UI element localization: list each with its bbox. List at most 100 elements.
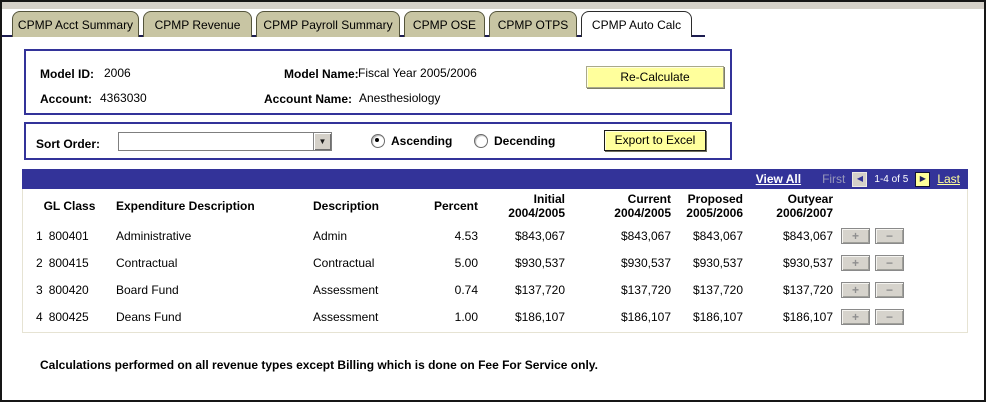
table-row: 4 800425 Deans Fund Assessment 1.00 $186,… <box>23 303 969 330</box>
col-header-outyear: Outyear 2006/2007 <box>776 191 833 220</box>
col-header-gl-class: GL Class <box>43 198 96 213</box>
tab-strip-underline-stub <box>692 35 705 37</box>
percent-cell: 4.53 <box>454 228 478 243</box>
calculation-note: Calculations performed on all revenue ty… <box>40 358 598 372</box>
proposed-cell: $930,537 <box>692 255 743 270</box>
remove-row-button[interactable]: − <box>875 281 904 298</box>
current-cell: $137,720 <box>620 282 671 297</box>
expenditure-description-cell: Deans Fund <box>116 309 182 324</box>
col-header-initial: Initial 2004/2005 <box>508 191 565 220</box>
outyear-cell: $137,720 <box>782 282 833 297</box>
last-link[interactable]: Last <box>937 172 960 186</box>
next-page-icon[interactable]: ▶ <box>915 171 931 187</box>
current-cell: $843,067 <box>620 228 671 243</box>
tab-cpmp-ose[interactable]: CPMP OSE <box>404 11 485 37</box>
first-link: First <box>822 172 846 186</box>
tab-cpmp-acct-summary[interactable]: CPMP Acct Summary <box>12 11 139 37</box>
row-range-indicator: 1-4 of 5 <box>874 173 909 185</box>
add-row-button[interactable]: + <box>841 308 870 325</box>
sort-order-select-value <box>119 133 313 150</box>
percent-cell: 1.00 <box>454 309 478 324</box>
row-actions-cell: + − <box>833 249 943 276</box>
row-actions-cell: + − <box>833 222 943 249</box>
gl-class-cell: 2 800415 <box>36 255 89 270</box>
model-id-value: 2006 <box>104 66 131 80</box>
grid-body-rows: 1 800401 Administrative Admin 4.53 $843,0… <box>23 222 969 330</box>
proposed-cell: $843,067 <box>692 228 743 243</box>
window-top-strip <box>2 2 984 9</box>
add-row-button[interactable]: + <box>841 227 870 244</box>
table-row: 1 800401 Administrative Admin 4.53 $843,0… <box>23 222 969 249</box>
account-label: Account: <box>40 92 92 106</box>
row-spacer-cell <box>943 303 969 330</box>
ascending-radio-group[interactable]: Ascending <box>371 134 452 148</box>
tab-cpmp-auto-calc[interactable]: CPMP Auto Calc <box>581 11 692 37</box>
chevron-down-icon[interactable]: ▼ <box>313 133 331 150</box>
expenditure-description-cell: Contractual <box>116 255 178 270</box>
initial-cell: $137,720 <box>514 282 565 297</box>
percent-cell: 5.00 <box>454 255 478 270</box>
outyear-cell: $930,537 <box>782 255 833 270</box>
gl-class-cell: 1 800401 <box>36 228 89 243</box>
description-cell: Assessment <box>313 309 379 324</box>
account-name-value: Anesthesiology <box>359 91 441 105</box>
descending-radio-label: Decending <box>494 134 556 148</box>
col-header-spacer <box>943 189 969 222</box>
export-to-excel-button[interactable]: Export to Excel <box>604 130 706 151</box>
gl-class-cell: 4 800425 <box>36 309 89 324</box>
model-name-value: Fiscal Year 2005/2006 <box>358 66 477 80</box>
account-name-label: Account Name: <box>264 92 353 106</box>
remove-row-button[interactable]: − <box>875 227 904 244</box>
sort-order-select[interactable]: ▼ <box>118 132 332 151</box>
add-row-button[interactable]: + <box>841 254 870 271</box>
col-header-percent: Percent <box>433 198 478 213</box>
percent-cell: 0.74 <box>454 282 478 297</box>
description-cell: Assessment <box>313 282 379 297</box>
sort-order-groupbox: Sort Order: ▼ Ascending Decending Export… <box>24 122 732 160</box>
recalculate-button[interactable]: Re-Calculate <box>586 66 724 88</box>
descending-radio-group[interactable]: Decending <box>474 134 555 148</box>
remove-row-button[interactable]: − <box>875 254 904 271</box>
ascending-radio[interactable] <box>371 134 385 148</box>
expenditure-description-cell: Administrative <box>116 228 192 243</box>
gl-class-cell: 3 800420 <box>36 282 89 297</box>
model-account-groupbox: Model ID: 2006 Model Name: Fiscal Year 2… <box>24 49 732 115</box>
initial-cell: $930,537 <box>514 255 565 270</box>
grid-header-row: GL Class Expenditure Description Descrip… <box>23 189 969 222</box>
col-header-proposed: Proposed 2005/2006 <box>686 191 743 220</box>
descending-radio[interactable] <box>474 134 488 148</box>
results-grid: GL Class Expenditure Description Descrip… <box>22 189 968 333</box>
remove-row-button[interactable]: − <box>875 308 904 325</box>
outyear-cell: $843,067 <box>782 228 833 243</box>
view-all-link[interactable]: View All <box>755 172 802 186</box>
tab-cpmp-revenue[interactable]: CPMP Revenue <box>143 11 252 37</box>
table-row: 2 800415 Contractual Contractual 5.00 $93… <box>23 249 969 276</box>
col-header-expenditure-description: Expenditure Description <box>116 198 255 213</box>
tab-bar: CPMP Acct Summary CPMP Revenue CPMP Payrol… <box>12 11 692 37</box>
outyear-cell: $186,107 <box>782 309 833 324</box>
description-cell: Contractual <box>313 255 375 270</box>
model-id-label: Model ID: <box>40 67 94 81</box>
proposed-cell: $137,720 <box>692 282 743 297</box>
tab-cpmp-otps[interactable]: CPMP OTPS <box>489 11 577 37</box>
col-header-current: Current 2004/2005 <box>614 191 671 220</box>
tab-cpmp-payroll-summary[interactable]: CPMP Payroll Summary <box>256 11 400 37</box>
initial-cell: $186,107 <box>514 309 565 324</box>
row-spacer-cell <box>943 222 969 249</box>
table-row: 3 800420 Board Fund Assessment 0.74 $137,… <box>23 276 969 303</box>
add-row-button[interactable]: + <box>841 281 870 298</box>
col-header-actions <box>833 189 943 222</box>
current-cell: $186,107 <box>620 309 671 324</box>
row-spacer-cell <box>943 249 969 276</box>
proposed-cell: $186,107 <box>692 309 743 324</box>
row-spacer-cell <box>943 276 969 303</box>
account-value: 4363030 <box>100 91 147 105</box>
model-name-label: Model Name: <box>284 67 359 81</box>
row-actions-cell: + − <box>833 276 943 303</box>
sort-order-label: Sort Order: <box>36 137 101 151</box>
grid-header-bar: View All First ◀ 1-4 of 5 ▶ Last <box>22 169 968 189</box>
row-actions-cell: + − <box>833 303 943 330</box>
description-cell: Admin <box>313 228 348 243</box>
initial-cell: $843,067 <box>514 228 565 243</box>
